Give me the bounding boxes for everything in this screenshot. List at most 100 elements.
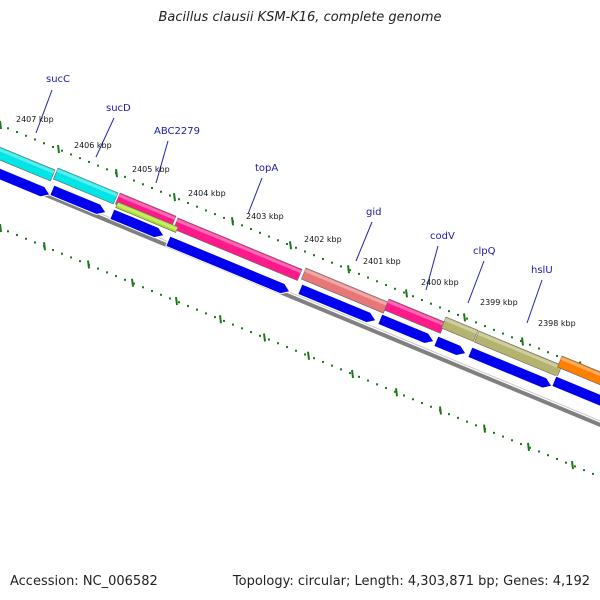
inner-minor-tick bbox=[61, 252, 63, 255]
cds-arrow-track bbox=[0, 163, 600, 407]
outer-minor-tick bbox=[151, 187, 153, 190]
inner-minor-tick bbox=[160, 293, 162, 296]
inner-minor-tick bbox=[538, 450, 540, 453]
inner-minor-tick bbox=[565, 461, 567, 464]
cds-arrow-shape bbox=[551, 375, 600, 407]
inner-major-tick bbox=[175, 296, 178, 306]
outer-minor-tick bbox=[466, 317, 468, 320]
inner-major-tick bbox=[43, 242, 46, 251]
inner-minor-tick bbox=[25, 237, 27, 240]
inner-minor-tick bbox=[205, 312, 207, 315]
inner-major-tick bbox=[571, 461, 574, 470]
cds-arrow bbox=[377, 313, 435, 345]
outer-major-tick bbox=[115, 168, 118, 178]
kbp-label: 2400 kbp bbox=[421, 278, 459, 287]
inner-minor-tick bbox=[187, 304, 189, 307]
kbp-label: 2403 kbp bbox=[246, 212, 284, 221]
kbp-label: 2406 kbp bbox=[74, 141, 112, 150]
outer-minor-tick bbox=[124, 175, 126, 178]
extra-feature-orange-body bbox=[557, 355, 600, 393]
gene-block-gid-shine bbox=[304, 268, 388, 306]
outer-major-tick bbox=[521, 337, 524, 346]
outer-minor-tick bbox=[547, 351, 549, 354]
outer-minor-tick bbox=[538, 347, 540, 350]
leader-sucD bbox=[95, 117, 115, 158]
outer-minor-tick bbox=[286, 243, 288, 246]
gene-label-gid: gid bbox=[366, 207, 381, 218]
outer-minor-tick bbox=[430, 302, 432, 305]
inner-minor-tick bbox=[151, 290, 153, 293]
inner-minor-tick bbox=[286, 346, 288, 349]
outer-minor-tick bbox=[529, 343, 531, 346]
leader-hslU bbox=[526, 279, 543, 324]
outer-minor-tick bbox=[412, 295, 414, 298]
outer-minor-tick bbox=[52, 145, 54, 148]
outer-minor-tick bbox=[88, 160, 90, 163]
outer-major-tick bbox=[463, 313, 466, 322]
genome-summary: Topology: circular; Length: 4,303,871 bp… bbox=[232, 574, 590, 589]
outer-minor-tick bbox=[511, 336, 513, 339]
gene-label-sucC: sucC bbox=[46, 74, 70, 85]
gene-label-leaders bbox=[35, 89, 543, 324]
inner-minor-tick bbox=[250, 331, 252, 334]
inner-major-tick bbox=[527, 442, 530, 452]
outer-minor-tick bbox=[97, 164, 99, 167]
cds-arrow-shape bbox=[0, 163, 51, 198]
cds-arrow-shape bbox=[467, 346, 553, 389]
outer-minor-tick bbox=[160, 190, 162, 193]
cds-arrow-shape bbox=[165, 235, 291, 295]
outer-minor-tick bbox=[385, 284, 387, 287]
inner-minor-tick bbox=[133, 282, 135, 285]
inner-major-tick bbox=[219, 315, 222, 324]
kbp-label: 2404 kbp bbox=[188, 189, 226, 198]
gene-label-codV: codV bbox=[430, 231, 455, 242]
outer-minor-tick bbox=[169, 194, 171, 197]
cds-arrow-shape bbox=[377, 313, 435, 345]
outer-major-tick bbox=[347, 265, 350, 274]
gene-block-codV-shine bbox=[387, 299, 445, 326]
inner-minor-tick bbox=[79, 260, 81, 263]
inner-minor-tick bbox=[52, 248, 54, 251]
extra-feature-green-shine bbox=[116, 202, 178, 231]
inner-minor-tick bbox=[367, 379, 369, 382]
inner-minor-tick bbox=[502, 435, 504, 438]
gene-block-clpQ-body bbox=[441, 316, 479, 342]
outer-minor-tick bbox=[475, 321, 477, 324]
outer-minor-tick bbox=[403, 291, 405, 294]
outer-minor-tick bbox=[178, 198, 180, 201]
outer-minor-tick bbox=[25, 134, 27, 137]
accession-label: Accession: NC_006582 bbox=[10, 574, 158, 589]
inner-minor-tick bbox=[169, 297, 171, 300]
outer-minor-tick bbox=[250, 228, 252, 231]
gene-block-sucD-shine bbox=[56, 168, 118, 197]
inner-minor-tick bbox=[214, 316, 216, 319]
outer-minor-tick bbox=[16, 131, 18, 134]
outer-minor-tick bbox=[295, 246, 297, 249]
inner-minor-tick bbox=[142, 286, 144, 289]
inner-major-tick bbox=[0, 223, 2, 233]
inner-major-tick bbox=[131, 278, 134, 287]
outer-major-tick bbox=[173, 193, 176, 202]
inner-major-tick bbox=[307, 351, 310, 360]
inner-minor-tick bbox=[115, 275, 117, 278]
gene-block-topA bbox=[173, 217, 303, 281]
kbp-labels: 2407 kbp 2406 kbp 2405 kbp 2404 kbp 2403 kbp… bbox=[16, 115, 576, 328]
inner-minor-tick bbox=[412, 398, 414, 401]
inner-minor-tick bbox=[403, 394, 405, 397]
kbp-label: 2402 kbp bbox=[304, 235, 342, 244]
inner-minor-tick bbox=[196, 308, 198, 311]
extra-feature-orange bbox=[557, 355, 600, 393]
outer-minor-tick bbox=[241, 224, 243, 227]
inner-tick-track bbox=[0, 223, 594, 475]
inner-minor-tick bbox=[511, 439, 513, 442]
gene-block-clpQ bbox=[441, 316, 479, 342]
inner-minor-tick bbox=[97, 267, 99, 270]
inner-minor-tick bbox=[529, 446, 531, 449]
outer-minor-tick bbox=[43, 142, 45, 145]
leader-codV bbox=[425, 245, 439, 291]
extra-feature-green-body bbox=[115, 201, 179, 233]
inner-minor-tick bbox=[592, 472, 594, 475]
gene-block-topA-shine bbox=[176, 218, 302, 274]
outer-minor-tick bbox=[133, 179, 135, 182]
inner-minor-tick bbox=[385, 387, 387, 390]
